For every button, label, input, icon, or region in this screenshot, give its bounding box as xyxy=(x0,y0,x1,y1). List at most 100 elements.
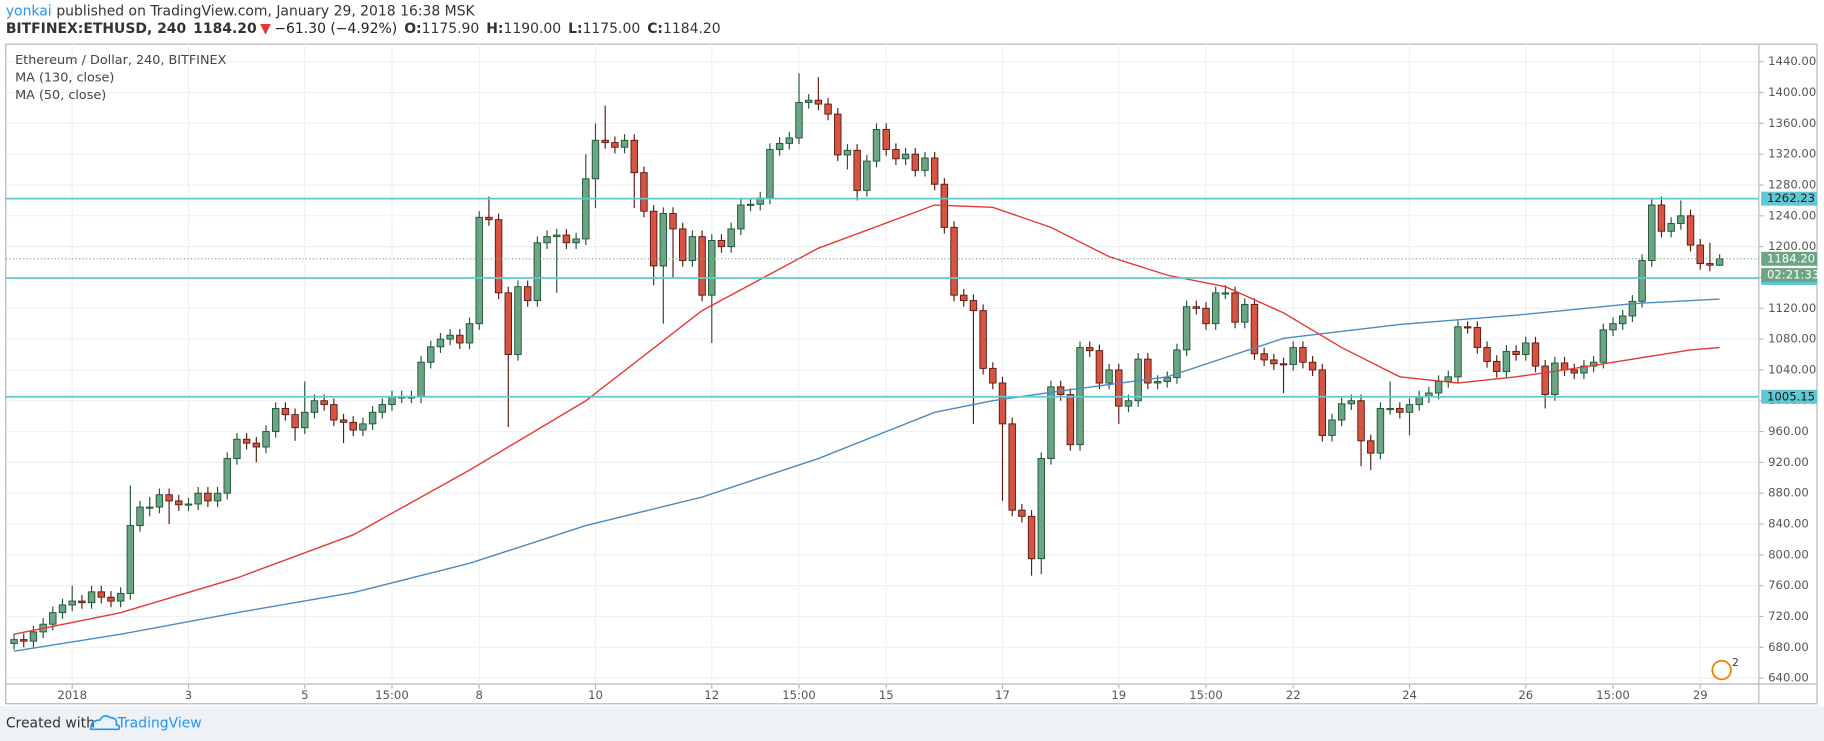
candle-body xyxy=(291,414,299,429)
candle-body xyxy=(1299,347,1307,363)
candle-body xyxy=(223,458,231,494)
candle-body xyxy=(1618,315,1627,325)
symbol: BITFINEX:ETHUSD, 240 xyxy=(6,21,187,37)
candle-body xyxy=(1231,292,1239,323)
candle-body xyxy=(1396,407,1404,413)
y-tick-label: 1200.00 xyxy=(1768,239,1816,253)
candle-body xyxy=(1609,323,1617,331)
candle-body xyxy=(1037,458,1045,560)
ohlc-key: C: xyxy=(647,21,663,37)
candle-body xyxy=(834,113,842,156)
candle-body xyxy=(795,102,803,139)
brand-icon xyxy=(89,715,121,731)
badge-count: 2 xyxy=(1732,657,1739,669)
candle-body xyxy=(29,631,38,642)
candle-body xyxy=(1241,303,1249,323)
y-tick-label: 1400.00 xyxy=(1768,85,1816,99)
candle-body xyxy=(436,338,445,348)
candle-body xyxy=(1115,369,1123,407)
candle-body xyxy=(359,423,367,431)
ohlc-value: 1190.00 xyxy=(503,21,561,37)
candle-body xyxy=(630,139,638,174)
candle-body xyxy=(1580,365,1588,374)
candle-body xyxy=(960,294,968,302)
candle-body xyxy=(1173,349,1181,379)
candle-body xyxy=(989,367,997,384)
candle-body xyxy=(242,438,251,444)
candle-body xyxy=(252,442,261,448)
candle-body xyxy=(1638,260,1646,302)
candle-body xyxy=(49,612,57,625)
y-tick-label: 1320.00 xyxy=(1768,147,1816,161)
candle-body xyxy=(591,139,600,180)
candle-body xyxy=(950,226,958,296)
level-label: 1262.23 xyxy=(1767,191,1815,205)
candle-body xyxy=(10,639,18,644)
candle-body xyxy=(1347,400,1356,405)
level-label-box xyxy=(1761,191,1818,206)
logo-badge[interactable] xyxy=(1711,659,1732,681)
candle-body xyxy=(882,129,890,151)
author[interactable]: yonkai xyxy=(6,4,52,20)
candle-body xyxy=(785,137,794,144)
countdown-box xyxy=(1761,268,1818,283)
candle-body xyxy=(204,492,212,502)
footer-brand[interactable]: TradingView xyxy=(116,716,201,732)
candle-body xyxy=(1202,307,1210,325)
candle-body xyxy=(1105,369,1113,384)
ohlc-key: O: xyxy=(404,21,421,37)
candle-body xyxy=(175,500,183,506)
candle-body xyxy=(1153,381,1162,384)
publish-line: yonkai published on TradingView.com, Janu… xyxy=(6,4,476,20)
candle-body xyxy=(1541,365,1549,396)
candle-body xyxy=(58,604,67,614)
candle-body xyxy=(620,139,629,148)
candle-body xyxy=(388,396,396,406)
candle-body xyxy=(640,172,648,212)
candle-body xyxy=(78,600,86,604)
candle-body xyxy=(107,596,115,602)
x-tick-label: 8 xyxy=(476,688,483,702)
candle-body xyxy=(155,494,164,508)
candle-body xyxy=(262,431,270,448)
candle-body xyxy=(1551,362,1559,396)
y-tick-label: 1040.00 xyxy=(1768,362,1816,376)
candle-body xyxy=(543,236,551,244)
candle-body xyxy=(1376,407,1385,454)
legend-ma: MA (130, close) xyxy=(15,70,114,85)
candle-body xyxy=(281,407,290,416)
candle-body xyxy=(979,310,987,369)
candle-body xyxy=(601,139,609,144)
x-tick-label: 15:00 xyxy=(1189,688,1223,702)
candle-body xyxy=(1163,377,1171,382)
candle-body xyxy=(688,236,697,261)
x-tick-label: 3 xyxy=(185,688,192,702)
candle-body xyxy=(1211,292,1220,325)
candle-body xyxy=(804,99,813,104)
candle-body xyxy=(1599,329,1608,363)
change-arrow: ▼ xyxy=(260,21,271,37)
candle-body xyxy=(1124,400,1133,407)
candle-body xyxy=(417,361,425,398)
candle-body xyxy=(494,219,503,294)
x-tick-label: 5 xyxy=(301,688,308,702)
candle-body xyxy=(1493,360,1501,372)
candle-body xyxy=(572,238,580,244)
x-tick-label: 29 xyxy=(1693,688,1708,702)
candle-body xyxy=(485,216,493,221)
candle-body xyxy=(233,438,241,459)
candle-body xyxy=(921,157,929,171)
published: published on TradingView.com, January 29… xyxy=(56,4,475,20)
y-tick-label: 680.00 xyxy=(1768,640,1809,654)
candle-body xyxy=(1018,509,1026,517)
candle-body xyxy=(1066,394,1075,446)
candle-body xyxy=(901,153,910,160)
candle-body xyxy=(1512,350,1520,355)
candle-body xyxy=(1677,215,1685,224)
moving-average xyxy=(13,204,1720,635)
candle-body xyxy=(998,382,1007,425)
candle-body xyxy=(1144,358,1152,384)
level-label: 1005.15 xyxy=(1767,389,1815,403)
y-tick-label: 1280.00 xyxy=(1768,177,1816,191)
